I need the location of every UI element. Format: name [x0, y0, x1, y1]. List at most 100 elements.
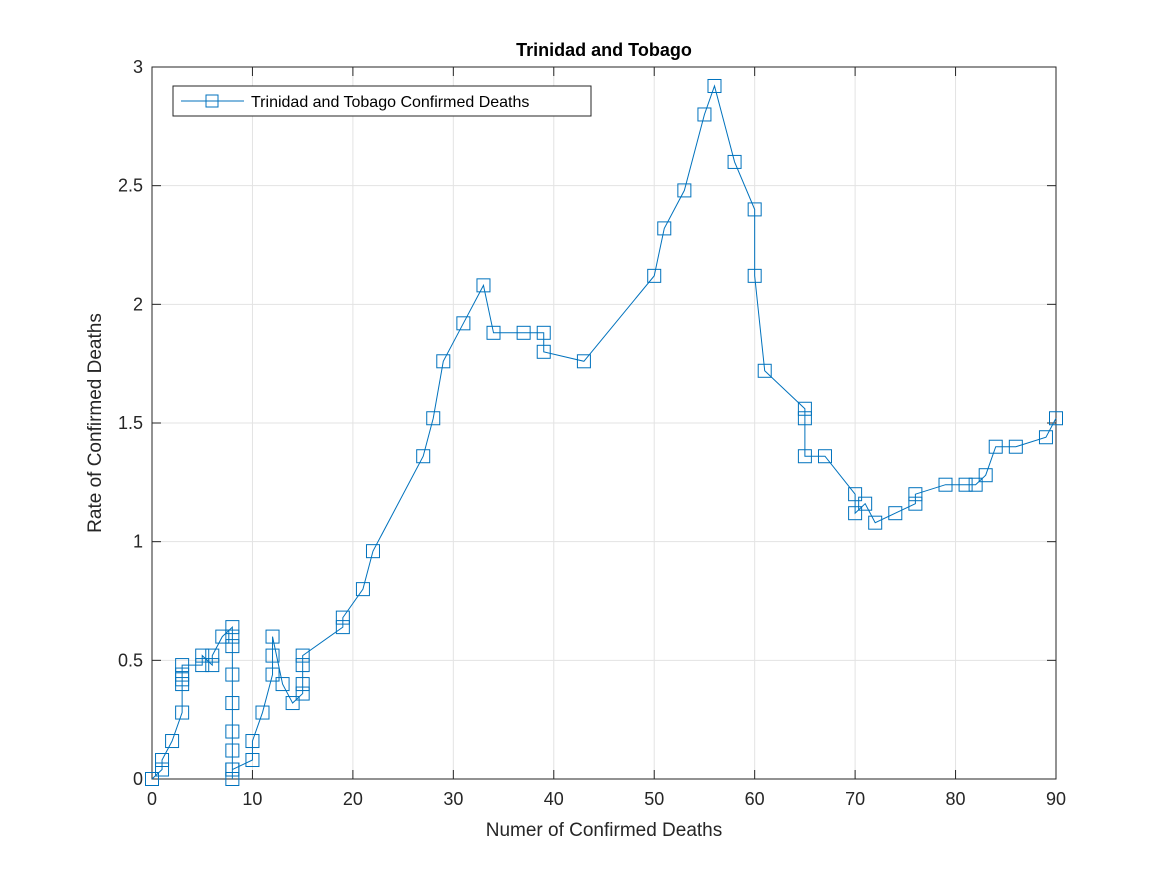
y-tick-label: 3 — [133, 57, 143, 77]
data-point — [436, 354, 451, 369]
data-point — [225, 620, 240, 635]
series-line — [151, 84, 1057, 780]
data-point — [657, 221, 672, 236]
data-point — [255, 705, 270, 720]
x-tick-label: 50 — [644, 789, 664, 809]
data-point — [486, 325, 501, 340]
data-point — [155, 753, 170, 768]
data-point — [205, 648, 220, 663]
data-point — [215, 629, 230, 644]
data-point — [476, 278, 491, 293]
data-point — [175, 658, 190, 673]
y-tick-label: 2 — [133, 294, 143, 314]
y-tick-label: 1.5 — [118, 413, 143, 433]
data-point — [908, 496, 923, 511]
data-point — [165, 734, 180, 749]
y-axis-label: Rate of Confirmed Deaths — [85, 313, 106, 533]
y-tick-label: 0.5 — [118, 650, 143, 670]
data-point — [727, 154, 742, 169]
data-point — [858, 496, 873, 511]
chart-title: Trinidad and Tobago — [516, 40, 692, 60]
data-point — [757, 363, 772, 378]
data-point — [245, 753, 260, 768]
legend-entry-label: Trinidad and Tobago Confirmed Deaths — [251, 94, 529, 111]
data-point — [536, 325, 551, 340]
data-point — [707, 78, 722, 93]
x-tick-label: 0 — [147, 789, 157, 809]
data-point — [797, 401, 812, 416]
y-tick-label: 0 — [133, 769, 143, 789]
data-point — [175, 705, 190, 720]
data-point — [225, 762, 240, 777]
legend-marker — [205, 94, 219, 108]
data-point — [225, 743, 240, 758]
x-tick-label: 20 — [343, 789, 363, 809]
data-point — [365, 544, 380, 559]
x-tick-label: 10 — [242, 789, 262, 809]
data-point — [958, 477, 973, 492]
data-point — [285, 696, 300, 711]
data-point — [908, 487, 923, 502]
data-point — [747, 202, 762, 217]
data-point — [225, 629, 240, 644]
data-point — [968, 477, 983, 492]
data-point — [978, 468, 993, 483]
data-point — [817, 449, 832, 464]
data-point — [516, 325, 531, 340]
data-point — [225, 667, 240, 682]
data-point — [265, 667, 280, 682]
data-point — [265, 648, 280, 663]
axis-labels: Trinidad and Tobago Numer of Confirmed D… — [85, 40, 722, 841]
data-point — [697, 107, 712, 122]
data-point — [988, 439, 1003, 454]
x-tick-label: 60 — [745, 789, 765, 809]
data-point — [205, 658, 220, 673]
data-point — [797, 411, 812, 426]
x-tick-label: 70 — [845, 789, 865, 809]
x-tick-label: 90 — [1046, 789, 1066, 809]
data-point — [225, 724, 240, 739]
legend: Trinidad and Tobago Confirmed Deaths — [172, 85, 592, 117]
data-point — [225, 696, 240, 711]
data-point — [195, 658, 210, 673]
data-point — [677, 183, 692, 198]
data-point — [295, 686, 310, 701]
x-tick-label: 40 — [544, 789, 564, 809]
x-tick-label: 80 — [946, 789, 966, 809]
data-point — [225, 639, 240, 654]
data-point — [647, 268, 662, 283]
data-point — [416, 449, 431, 464]
data-point — [155, 762, 170, 777]
data-point — [295, 658, 310, 673]
data-point — [265, 629, 280, 644]
data-point — [195, 648, 210, 663]
data-point — [335, 620, 350, 635]
data-point — [797, 449, 812, 464]
data-point — [848, 487, 863, 502]
data-point — [576, 354, 591, 369]
x-tick-label: 30 — [443, 789, 463, 809]
data-point — [225, 772, 240, 786]
y-tick-label: 1 — [133, 532, 143, 552]
data-point — [245, 734, 260, 749]
data-point — [275, 677, 290, 692]
data-point — [848, 506, 863, 521]
data-point — [426, 411, 441, 426]
data-point — [938, 477, 953, 492]
data-point — [1008, 439, 1023, 454]
data-point — [1038, 430, 1053, 445]
data-point — [456, 316, 471, 331]
data-point — [747, 268, 762, 283]
data-point — [335, 610, 350, 625]
data-point — [868, 515, 883, 530]
axes: 0 10 20 30 40 50 60 70 80 90 0 0.5 1 1.5 2 2.5 3 — [118, 57, 1066, 809]
data-point — [295, 648, 310, 663]
data-point — [145, 772, 159, 786]
grid-lines — [152, 67, 1056, 779]
data-point — [536, 344, 551, 359]
series-layer — [145, 78, 1063, 786]
data-point — [1049, 411, 1063, 426]
x-axis-label: Numer of Confirmed Deaths — [486, 820, 723, 841]
